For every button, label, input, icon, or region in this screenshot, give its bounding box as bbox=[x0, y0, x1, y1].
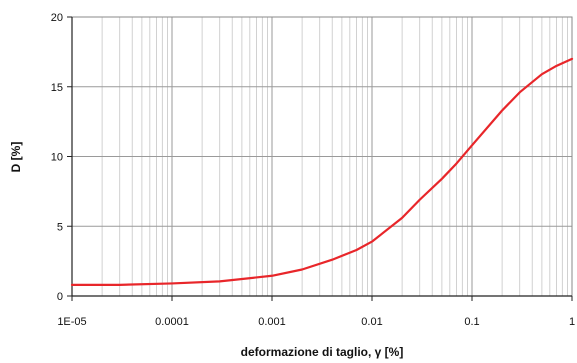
y-tick-label: 0 bbox=[57, 291, 63, 303]
x-tick-label: 1E-05 bbox=[57, 316, 86, 328]
y-tick-label: 20 bbox=[51, 12, 63, 24]
series-line bbox=[70, 57, 574, 286]
x-tick-label: 0.001 bbox=[258, 316, 286, 328]
series bbox=[70, 57, 574, 286]
axes bbox=[67, 16, 573, 301]
y-tick-label: 10 bbox=[51, 152, 63, 164]
grid bbox=[71, 16, 573, 297]
x-tick-label: 0.0001 bbox=[155, 316, 189, 328]
x-axis-title: deformazione di taglio, γ [%] bbox=[241, 345, 404, 359]
y-tick-label: 15 bbox=[51, 82, 63, 94]
x-tick-label: 1 bbox=[569, 316, 575, 328]
y-axis-title: D [%] bbox=[9, 142, 23, 173]
x-tick-label: 0.01 bbox=[361, 316, 382, 328]
x-tick-label: 0.1 bbox=[464, 316, 479, 328]
y-tick-label: 5 bbox=[57, 221, 63, 233]
tick-labels: 0 5 10 15 20 1E-05 0.0001 0.001 0.01 0.1 1 bbox=[51, 12, 575, 328]
